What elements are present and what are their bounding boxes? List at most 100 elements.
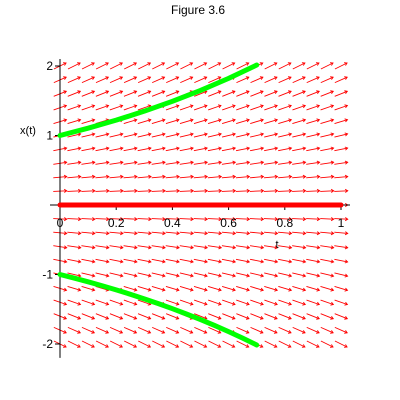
- field-arrow: [264, 62, 278, 70]
- field-arrow: [334, 160, 349, 165]
- field-arrow: [278, 174, 293, 179]
- field-arrow: [179, 104, 194, 111]
- field-arrow: [137, 76, 152, 84]
- field-arrow: [278, 299, 292, 306]
- field-arrow: [292, 245, 307, 250]
- field-arrow: [320, 245, 335, 250]
- field-arrow: [137, 146, 152, 152]
- field-arrow: [179, 146, 194, 152]
- field-arrow: [278, 62, 292, 70]
- field-arrow: [334, 286, 349, 292]
- field-arrow: [124, 62, 138, 70]
- field-arrow: [306, 231, 321, 236]
- field-arrow: [222, 118, 236, 124]
- field-arrow: [109, 104, 124, 111]
- field-arrow: [165, 118, 180, 124]
- field-arrow: [264, 258, 279, 264]
- field-arrow: [109, 132, 124, 138]
- field-arrow: [306, 90, 320, 97]
- field-arrow: [165, 188, 180, 193]
- field-arrow: [194, 62, 208, 70]
- field-arrow: [137, 258, 152, 264]
- field-arrow: [320, 174, 335, 179]
- field-arrow: [334, 118, 349, 124]
- field-arrow: [334, 104, 349, 111]
- field-arrow: [179, 245, 194, 250]
- field-arrow: [151, 272, 166, 278]
- field-arrow: [250, 326, 264, 334]
- field-arrow: [81, 272, 96, 278]
- field-arrow: [306, 258, 321, 264]
- field-arrow: [152, 62, 166, 70]
- field-arrow: [179, 286, 194, 292]
- field-arrow: [165, 217, 180, 222]
- field-arrow: [81, 313, 96, 320]
- field-arrow: [95, 313, 110, 320]
- field-arrow: [166, 76, 180, 84]
- field-arrow: [292, 299, 307, 306]
- field-arrow: [95, 326, 110, 334]
- field-arrow: [221, 245, 237, 250]
- field-arrow: [67, 231, 82, 236]
- field-arrow: [67, 299, 82, 306]
- field-arrow: [207, 286, 222, 292]
- field-arrow: [67, 76, 81, 84]
- field-arrow: [67, 313, 82, 320]
- field-arrow: [207, 258, 222, 264]
- field-arrow: [264, 118, 279, 124]
- field-arrow: [292, 90, 306, 97]
- field-arrow: [207, 118, 222, 124]
- field-arrow: [67, 132, 82, 138]
- field-arrow: [208, 326, 222, 334]
- field-arrow: [81, 188, 96, 193]
- field-arrow: [278, 217, 293, 222]
- field-arrow: [236, 313, 250, 320]
- field-arrow: [179, 174, 195, 179]
- field-arrow: [67, 174, 82, 179]
- field-arrow: [109, 188, 124, 193]
- field-arrow: [109, 217, 124, 222]
- field-arrow: [193, 286, 208, 292]
- field-arrow: [334, 245, 349, 250]
- field-arrow: [109, 326, 124, 334]
- field-arrow: [263, 188, 279, 193]
- field-arrow: [306, 272, 321, 278]
- field-arrow: [193, 104, 208, 111]
- field-arrow: [152, 326, 166, 334]
- field-arrow: [151, 90, 166, 97]
- field-arrow: [152, 76, 166, 84]
- field-arrow: [165, 299, 180, 306]
- field-arrow: [109, 245, 124, 250]
- field-arrow: [123, 326, 138, 334]
- field-arrow: [180, 76, 194, 84]
- field-arrow: [221, 174, 237, 179]
- field-arrow: [123, 118, 138, 124]
- field-arrow: [249, 146, 265, 152]
- field-arrow: [137, 188, 152, 193]
- field-arrow: [193, 132, 208, 138]
- field-arrow: [236, 104, 250, 111]
- field-arrow: [263, 231, 279, 236]
- field-arrow: [193, 231, 209, 236]
- field-arrow: [221, 188, 237, 193]
- field-arrow: [193, 245, 209, 250]
- field-arrow: [81, 104, 96, 111]
- field-arrow: [221, 258, 237, 264]
- field-arrow: [123, 217, 138, 222]
- field-arrow: [166, 326, 180, 334]
- field-arrow: [123, 146, 138, 152]
- field-arrow: [151, 231, 166, 236]
- field-arrow: [95, 90, 110, 97]
- field-arrow: [334, 188, 349, 193]
- field-arrow: [222, 104, 236, 111]
- field-arrow: [109, 340, 124, 348]
- field-arrow: [109, 62, 124, 70]
- field-arrow: [320, 104, 335, 111]
- field-arrow: [95, 132, 110, 138]
- field-arrow: [165, 90, 180, 97]
- field-arrow: [250, 286, 264, 292]
- field-arrow: [67, 62, 81, 70]
- field-arrow: [278, 245, 293, 250]
- field-arrow: [306, 286, 321, 292]
- field-arrow: [95, 188, 110, 193]
